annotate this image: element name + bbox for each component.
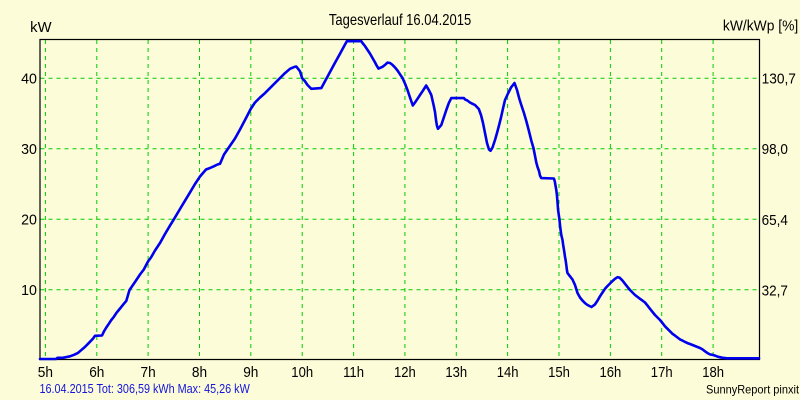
svg-text:130,7: 130,7	[762, 71, 796, 88]
svg-text:98,0: 98,0	[762, 141, 788, 158]
svg-text:10: 10	[21, 282, 37, 299]
svg-text:13h: 13h	[445, 364, 467, 381]
svg-text:16h: 16h	[600, 364, 622, 381]
svg-text:7h: 7h	[141, 364, 156, 381]
svg-text:5h: 5h	[38, 364, 53, 381]
svg-text:kW/kWp [%]: kW/kWp [%]	[723, 18, 798, 34]
svg-text:SunnyReport pinxit: SunnyReport pinxit	[706, 383, 800, 397]
svg-text:15h: 15h	[548, 364, 570, 381]
svg-text:Tagesverlauf 16.04.2015: Tagesverlauf 16.04.2015	[329, 12, 471, 29]
svg-text:14h: 14h	[497, 364, 519, 381]
svg-text:11h: 11h	[343, 364, 364, 381]
svg-text:10h: 10h	[291, 364, 313, 381]
svg-text:18h: 18h	[702, 364, 724, 381]
svg-text:40: 40	[21, 71, 37, 88]
svg-text:17h: 17h	[651, 364, 673, 381]
svg-text:65,4: 65,4	[762, 212, 788, 229]
svg-text:30: 30	[21, 141, 37, 158]
svg-text:12h: 12h	[394, 364, 416, 381]
svg-text:9h: 9h	[243, 364, 258, 381]
svg-text:20: 20	[21, 212, 37, 229]
svg-text:6h: 6h	[89, 364, 104, 381]
svg-text:16.04.2015 Tot: 306,59 kWh Max: 16.04.2015 Tot: 306,59 kWh Max: 45,26 kW	[40, 381, 251, 396]
svg-text:kW: kW	[30, 20, 52, 36]
svg-text:8h: 8h	[192, 364, 207, 381]
svg-text:32,7: 32,7	[762, 282, 788, 299]
